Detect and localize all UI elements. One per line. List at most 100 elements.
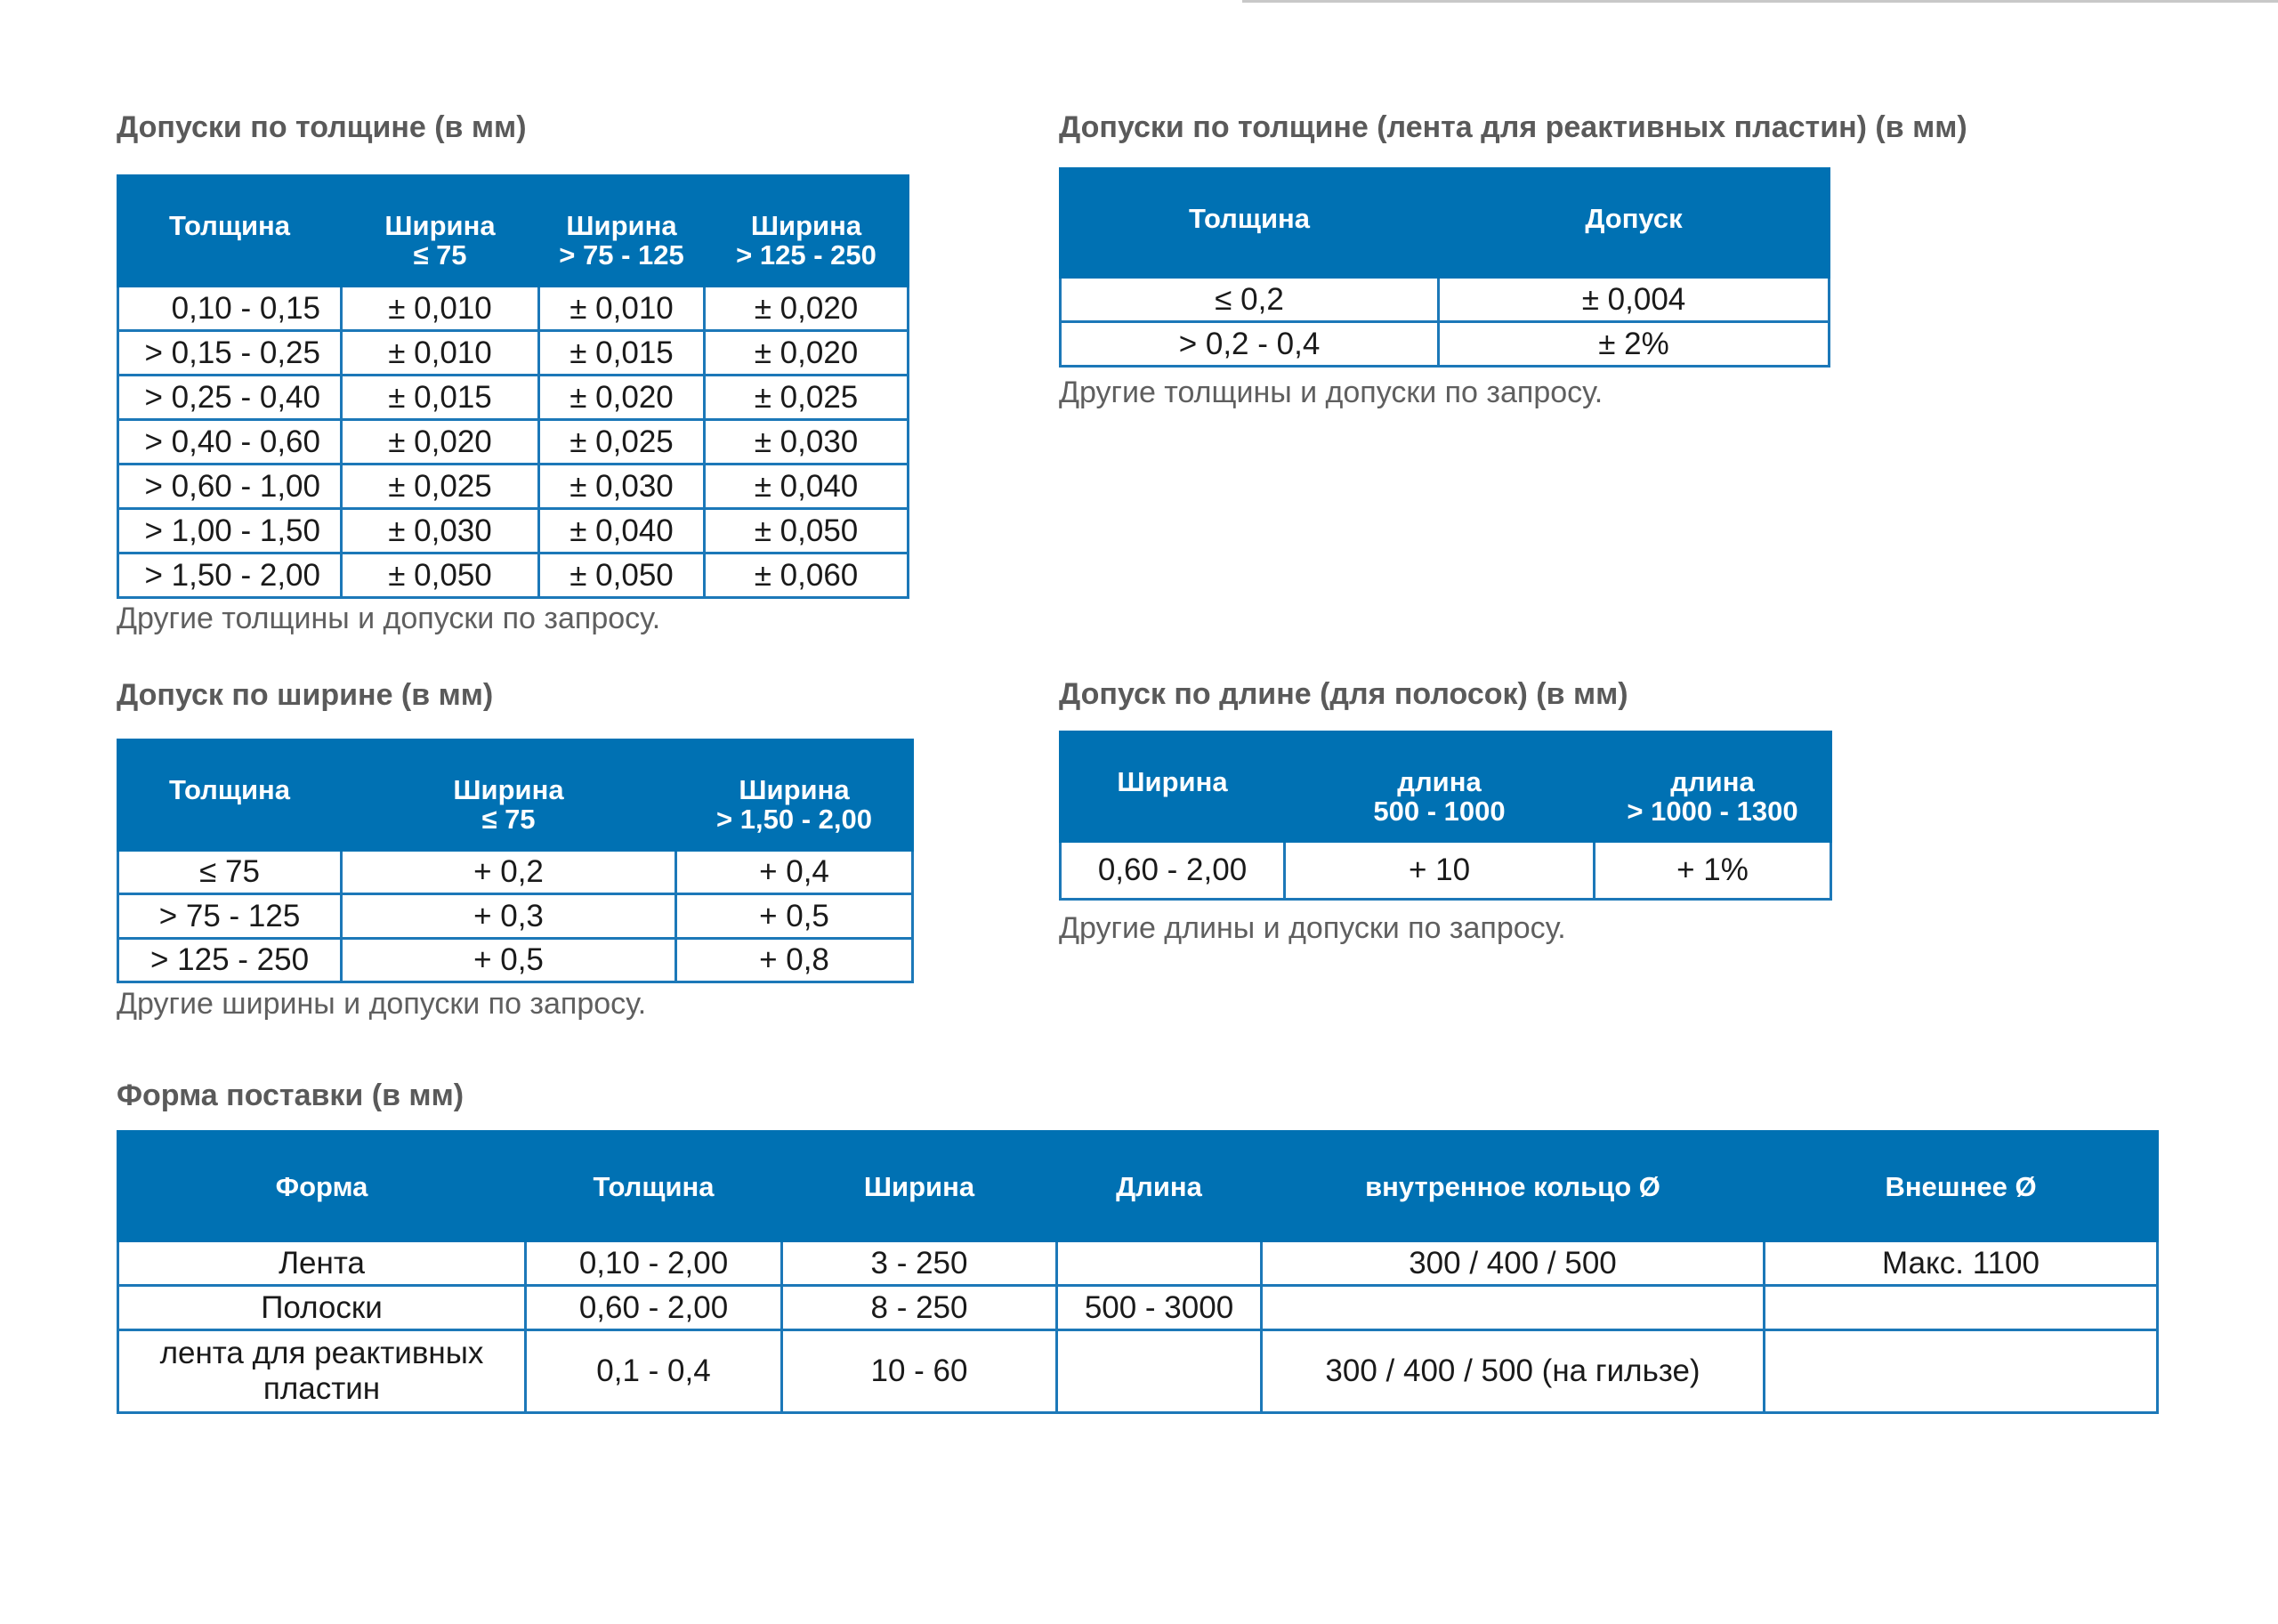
reactive-note: Другие толщины и допуски по запросу. — [1059, 376, 1603, 409]
table-cell: + 0,8 — [675, 937, 914, 983]
table-cell: ± 0,020 — [340, 418, 540, 465]
column-header: Ширина ≤ 75 — [340, 174, 540, 287]
table-cell: 10 - 60 — [780, 1329, 1058, 1414]
table-cell: ± 0,050 — [703, 507, 909, 554]
table-row: Лента 0,10 - 2,00 3 - 250 300 / 400 / 500 Ма… — [117, 1240, 2159, 1287]
table-row: > 125 - 250 + 0,5 + 0,8 — [117, 937, 914, 983]
table-cell: Лента — [117, 1240, 527, 1287]
table-cell: ± 0,025 — [537, 418, 706, 465]
column-header: Внешнее Ø — [1763, 1130, 2159, 1242]
table-cell — [1055, 1240, 1263, 1287]
table-cell: ± 0,020 — [537, 374, 706, 421]
table-cell: ± 0,010 — [340, 329, 540, 376]
table-header-row: Толщина Ширина ≤ 75 Ширина > 1,50 - 2,00 — [117, 739, 914, 852]
table-cell: > 0,2 - 0,4 — [1059, 320, 1440, 368]
table-cell: ± 0,050 — [537, 552, 706, 599]
width-section-title: Допуск по ширине (в мм) — [117, 678, 494, 712]
table-cell: 0,60 - 2,00 — [1059, 840, 1286, 901]
table-row: 0,10 - 0,15 ± 0,010 ± 0,010 ± 0,020 — [117, 285, 909, 332]
table-row: > 0,60 - 1,00 ± 0,025 ± 0,030 ± 0,040 — [117, 463, 909, 510]
table-row: > 0,40 - 0,60 ± 0,020 ± 0,025 ± 0,030 — [117, 418, 909, 465]
table-cell: 3 - 250 — [780, 1240, 1058, 1287]
column-header: Форма — [117, 1130, 527, 1242]
table-row: > 0,25 - 0,40 ± 0,015 ± 0,020 ± 0,025 — [117, 374, 909, 421]
delivery-section-title: Форма поставки (в мм) — [117, 1079, 464, 1112]
column-header: Толщина — [1059, 167, 1440, 279]
table-cell: ± 0,004 — [1437, 276, 1830, 323]
table-row: 0,60 - 2,00 + 10 + 1% — [1059, 840, 1832, 901]
column-header: Ширина ≤ 75 — [340, 739, 677, 852]
table-cell: ± 0,020 — [703, 285, 909, 332]
length-table: Ширина длина 500 - 1000 длина > 1000 - 130… — [1059, 731, 1832, 901]
table-cell: + 1% — [1593, 840, 1832, 901]
table-cell: 0,1 - 0,4 — [524, 1329, 783, 1414]
top-divider — [1242, 0, 2278, 3]
table-cell: > 0,60 - 1,00 — [117, 463, 343, 510]
table-cell: > 0,40 - 0,60 — [117, 418, 343, 465]
length-section-title: Допуск по длине (для полосок) (в мм) — [1059, 677, 1628, 711]
column-header: внутренное кольцо Ø — [1260, 1130, 1765, 1242]
table-cell: ± 0,040 — [703, 463, 909, 510]
table-cell: + 0,3 — [340, 893, 677, 940]
thickness-note: Другие толщины и допуски по запросу. — [117, 602, 661, 635]
table-cell — [1763, 1284, 2159, 1331]
column-header: Допуск — [1437, 167, 1830, 279]
table-cell: > 75 - 125 — [117, 893, 343, 940]
table-cell: ± 0,025 — [340, 463, 540, 510]
thickness-section-title: Допуски по толщине (в мм) — [117, 110, 527, 144]
table-cell: ± 0,040 — [537, 507, 706, 554]
table-row: Полоски 0,60 - 2,00 8 - 250 500 - 3000 — [117, 1284, 2159, 1331]
table-cell: ± 0,060 — [703, 552, 909, 599]
table-row: > 75 - 125 + 0,3 + 0,5 — [117, 893, 914, 940]
reactive-section-title: Допуски по толщине (лента для реактивных… — [1059, 110, 1967, 144]
table-cell: 0,10 - 2,00 — [524, 1240, 783, 1287]
table-cell: + 10 — [1283, 840, 1595, 901]
delivery-table: Форма Толщина Ширина Длина внутренное кольцо… — [117, 1130, 2159, 1414]
column-header: Толщина — [524, 1130, 783, 1242]
table-row: > 0,15 - 0,25 ± 0,010 ± 0,015 ± 0,020 — [117, 329, 909, 376]
table-cell: + 0,5 — [675, 893, 914, 940]
table-cell: ± 0,010 — [537, 285, 706, 332]
table-header-row: Форма Толщина Ширина Длина внутренное кольцо… — [117, 1130, 2159, 1242]
column-header: Толщина — [117, 739, 343, 852]
column-header: Ширина > 75 - 125 — [537, 174, 706, 287]
table-cell — [1055, 1329, 1263, 1414]
column-header: Толщина — [117, 174, 343, 287]
thickness-table: Толщина Ширина ≤ 75 Ширина > 75 - 125 Ширин… — [117, 174, 909, 599]
column-header: Ширина — [780, 1130, 1058, 1242]
table-cell: 8 - 250 — [780, 1284, 1058, 1331]
table-row: > 1,50 - 2,00 ± 0,050 ± 0,050 ± 0,060 — [117, 552, 909, 599]
column-header: длина > 1000 - 1300 — [1593, 731, 1832, 843]
table-cell: + 0,5 — [340, 937, 677, 983]
table-cell: > 1,00 - 1,50 — [117, 507, 343, 554]
table-cell: Полоски — [117, 1284, 527, 1331]
table-cell: ± 0,030 — [340, 507, 540, 554]
table-cell — [1763, 1329, 2159, 1414]
table-cell: + 0,4 — [675, 849, 914, 895]
table-cell: ± 2% — [1437, 320, 1830, 368]
column-header: Ширина > 125 - 250 — [703, 174, 909, 287]
table-cell: ± 0,030 — [537, 463, 706, 510]
table-cell: ± 0,050 — [340, 552, 540, 599]
table-row: лента для реактивных пластин 0,1 - 0,4 10 … — [117, 1329, 2159, 1414]
table-row: ≤ 0,2 ± 0,004 — [1059, 276, 1830, 323]
table-header-row: Ширина длина 500 - 1000 длина > 1000 - 130… — [1059, 731, 1832, 843]
table-cell: ± 0,020 — [703, 329, 909, 376]
table-cell: ≤ 75 — [117, 849, 343, 895]
table-cell: ± 0,015 — [537, 329, 706, 376]
table-cell: 300 / 400 / 500 — [1260, 1240, 1765, 1287]
table-cell: ≤ 0,2 — [1059, 276, 1440, 323]
table-cell: ± 0,025 — [703, 374, 909, 421]
table-row: ≤ 75 + 0,2 + 0,4 — [117, 849, 914, 895]
table-cell: 0,60 - 2,00 — [524, 1284, 783, 1331]
table-cell: 300 / 400 / 500 (на гильзе) — [1260, 1329, 1765, 1414]
table-header-row: Толщина Допуск — [1059, 167, 1830, 279]
table-cell: 500 - 3000 — [1055, 1284, 1263, 1331]
column-header: длина 500 - 1000 — [1283, 731, 1595, 843]
table-cell: > 0,25 - 0,40 — [117, 374, 343, 421]
table-cell: + 0,2 — [340, 849, 677, 895]
table-cell — [1260, 1284, 1765, 1331]
table-cell: ± 0,010 — [340, 285, 540, 332]
table-cell: > 1,50 - 2,00 — [117, 552, 343, 599]
table-cell: ± 0,030 — [703, 418, 909, 465]
